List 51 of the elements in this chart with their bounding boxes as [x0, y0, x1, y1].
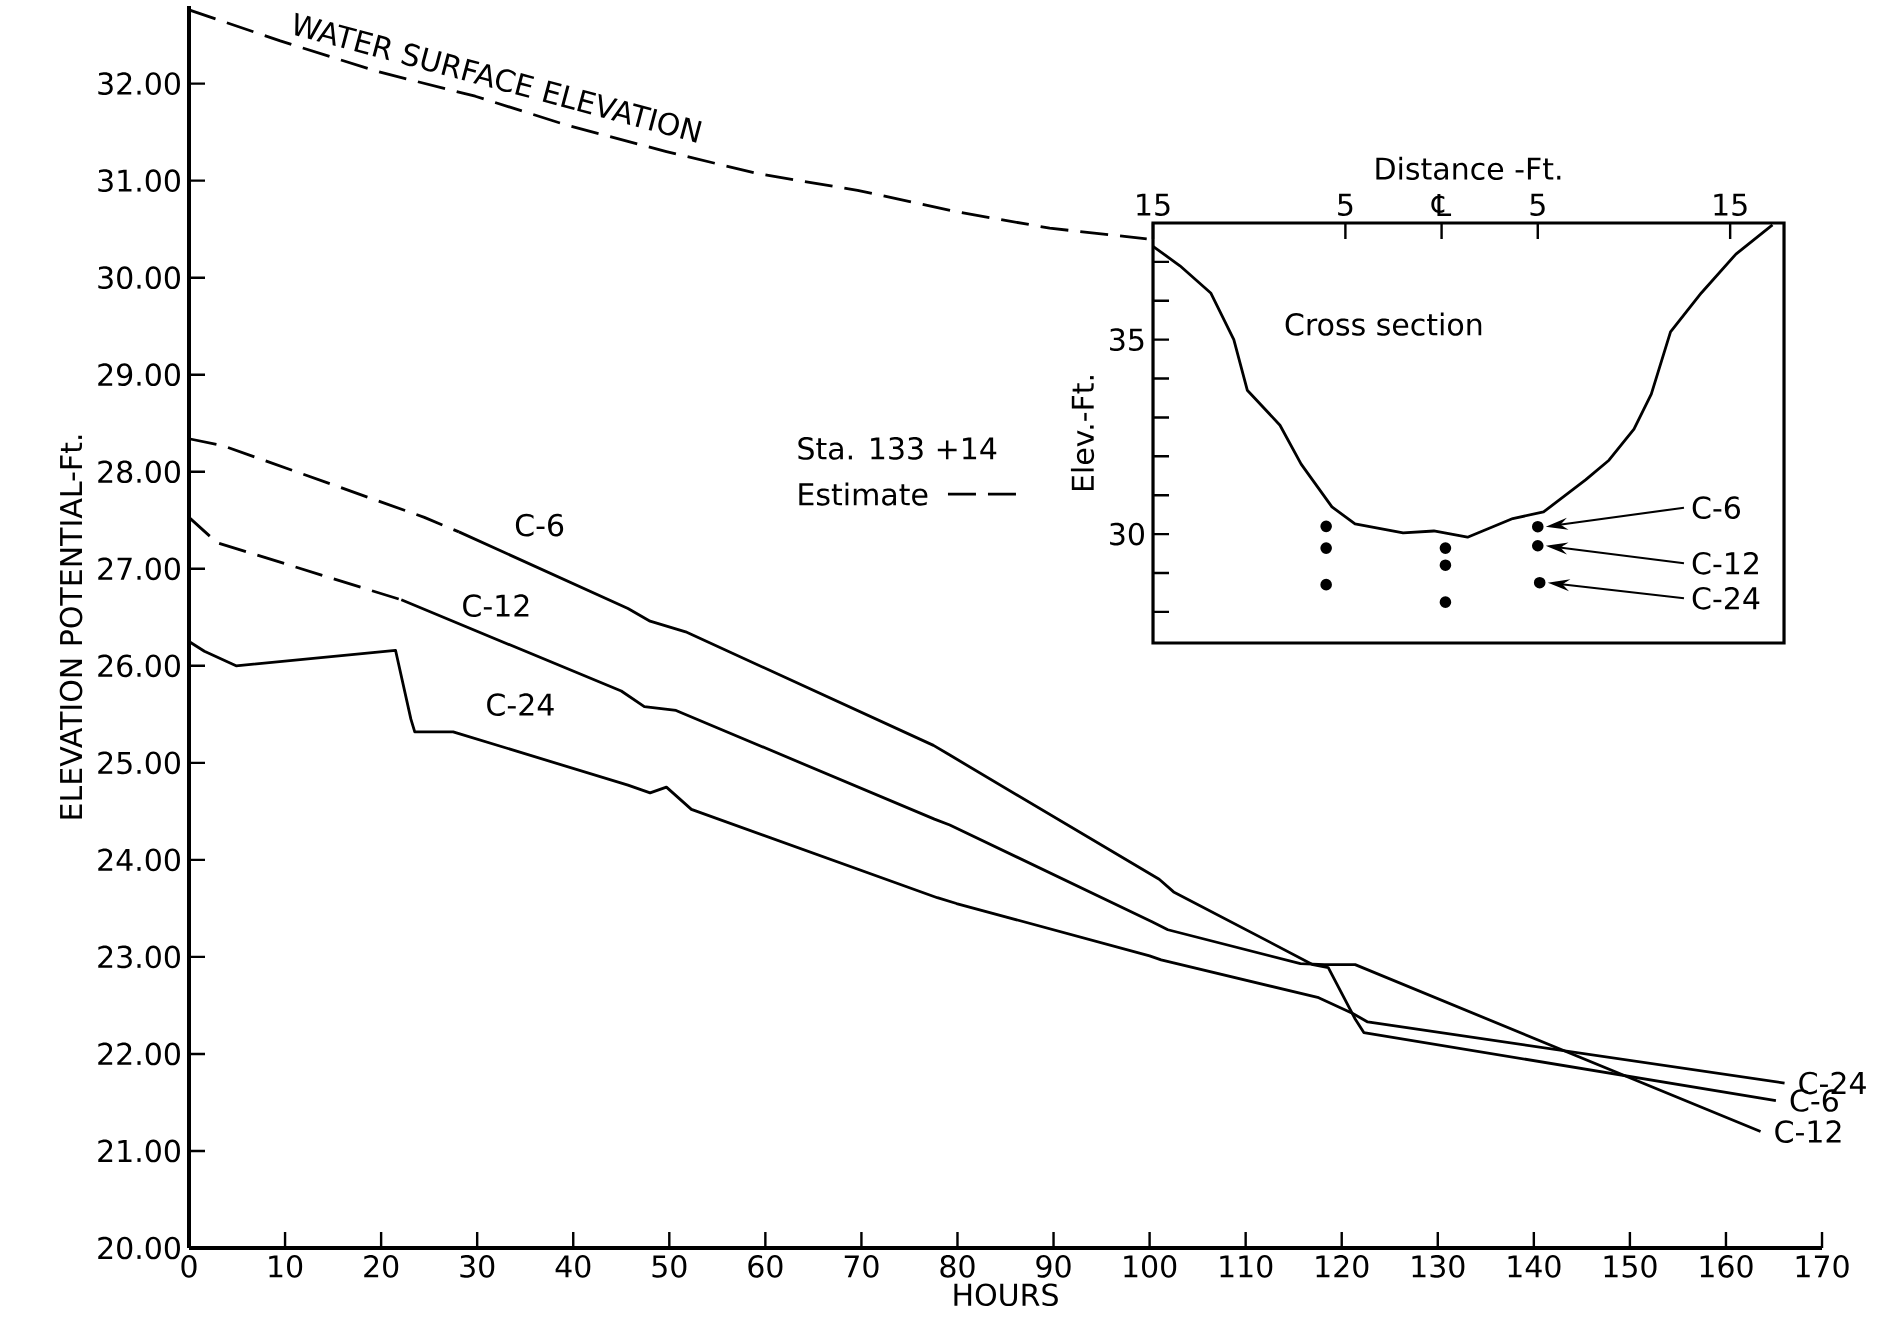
- x-tick-label: 150: [1604, 1255, 1657, 1278]
- x-tick-label: 5: [1530, 193, 1545, 216]
- series-label: C-24: [487, 693, 554, 716]
- annotation: Estimate: [799, 482, 928, 506]
- x-tick-label: 5: [1338, 193, 1353, 216]
- y-tick-label: 28.00: [98, 460, 180, 484]
- y-axis-title: Elev.-Ft.: [1070, 376, 1095, 491]
- y-tick-label: 23.00: [98, 945, 180, 969]
- annotation: C-6: [1692, 496, 1740, 520]
- x-tick-label: ℄: [1431, 194, 1452, 216]
- y-tick-label: 30.00: [98, 266, 180, 290]
- x-tick-label: 15: [1714, 193, 1747, 216]
- x-tick-label: 70: [844, 1255, 879, 1278]
- x-tick-label: 90: [1036, 1255, 1071, 1278]
- annotation: C-12: [1692, 551, 1758, 575]
- y-tick-label: 29.00: [98, 363, 180, 387]
- x-axis-title: Distance -Ft.: [1376, 156, 1561, 180]
- series-label: C-6: [515, 513, 564, 537]
- x-tick-label: 15: [1137, 193, 1170, 216]
- y-tick-label: 20.00: [98, 1236, 180, 1260]
- x-tick-label: 160: [1700, 1255, 1753, 1278]
- y-tick-label: 35: [1110, 328, 1144, 352]
- annotation: Cross section: [1285, 312, 1482, 336]
- y-tick-label: 27.00: [98, 557, 180, 581]
- y-tick-label: 25.00: [98, 751, 180, 775]
- x-tick-label: 0: [181, 1255, 197, 1278]
- x-tick-label: 40: [555, 1255, 591, 1278]
- y-tick-label: 24.00: [98, 848, 180, 872]
- x-tick-label: 30: [460, 1255, 495, 1278]
- x-tick-label: 20: [364, 1255, 399, 1278]
- x-tick-label: 80: [940, 1255, 975, 1278]
- y-tick-label: 22.00: [98, 1042, 180, 1066]
- x-axis-title: HOURS: [954, 1283, 1058, 1307]
- annotation: C-12: [1775, 1120, 1841, 1143]
- x-tick-label: 100: [1124, 1255, 1177, 1278]
- x-tick-label: 10: [269, 1255, 303, 1278]
- y-tick-label: 21.00: [98, 1139, 180, 1163]
- x-tick-label: 60: [748, 1255, 783, 1278]
- x-tick-label: 170: [1796, 1255, 1849, 1278]
- x-tick-label: 110: [1220, 1255, 1273, 1278]
- x-tick-label: 140: [1508, 1255, 1561, 1278]
- y-tick-label: 31.00: [98, 169, 180, 192]
- x-tick-label: 130: [1412, 1255, 1465, 1278]
- x-tick-label: 120: [1316, 1255, 1369, 1278]
- series-label: C-12: [463, 594, 529, 617]
- y-tick-label: 26.00: [98, 654, 180, 678]
- y-tick-label: 32.00: [98, 72, 180, 95]
- annotation: C-24: [1692, 586, 1760, 610]
- y-axis-title: ELEVATION POTENTIAL-Ft.: [59, 435, 83, 819]
- x-tick-label: 50: [652, 1255, 687, 1278]
- annotation: Sta. 133 +14: [798, 437, 997, 460]
